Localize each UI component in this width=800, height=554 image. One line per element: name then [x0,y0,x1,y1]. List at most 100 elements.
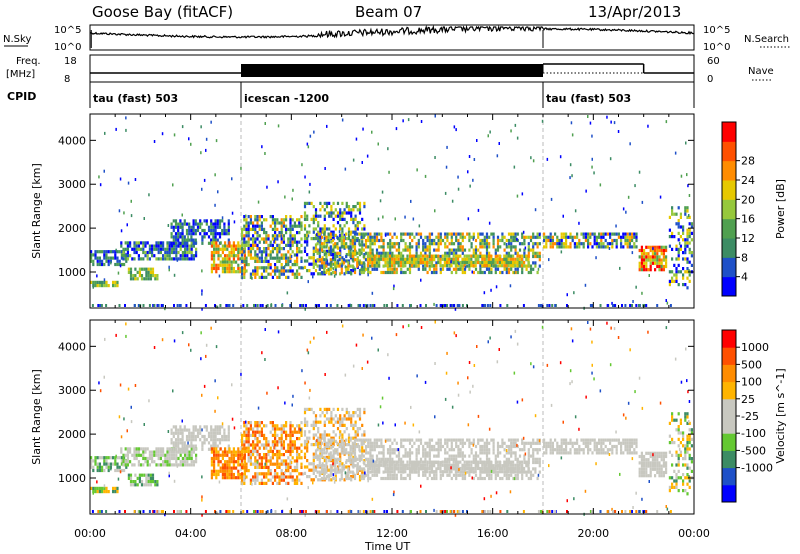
echo-cell [682,283,685,287]
echo-cell [168,241,171,245]
echo-cell [146,463,149,467]
echo-cell [260,465,263,469]
echo-cell [138,270,141,274]
echo-cell [686,270,689,274]
echo-cell [545,238,548,243]
echo-cell [96,490,99,494]
echo-cell [245,256,248,260]
echo-cell [280,253,283,257]
echo-cell [221,453,224,457]
echo-cell [101,468,104,473]
near-range-echo [358,304,361,307]
echo-cell [280,453,283,457]
echo-cell [243,481,246,485]
scatter-echo [454,307,457,311]
echo-cell [226,476,229,480]
echo-cell [218,219,222,223]
echo-cell [269,449,272,453]
echo-cell [343,224,346,228]
echo-cell [274,472,277,476]
echo-cell [247,250,250,254]
echo-cell [638,261,641,265]
echo-cell [375,441,379,445]
echo-cell [551,245,554,249]
echo-cell [354,433,357,437]
echo-cell [243,259,246,263]
echo-cell [380,254,383,258]
echo-cell [177,463,180,467]
echo-cell [265,465,268,469]
echo-cell [450,264,453,268]
echo-cell [649,268,652,272]
echo-cell [660,261,663,265]
echo-cell [254,449,257,453]
echo-cell [329,248,332,252]
echo-cell [690,238,693,242]
echo-cell [319,433,322,437]
echo-cell [109,465,112,469]
echo-cell [265,247,268,251]
echo-cell [90,256,93,260]
echo-cell [514,267,517,271]
scatter-echo [257,200,260,204]
scatter-echo [92,285,94,289]
echo-cell [254,437,257,441]
echo-cell [487,254,490,258]
echo-cell [375,232,379,236]
echo-cell [147,274,150,278]
echo-cell [183,235,186,239]
echo-cell [215,472,218,477]
echo-cell [457,242,460,246]
echo-cell [263,453,266,457]
echo-cell [665,245,668,249]
echo-cell [380,438,383,442]
echo-cell [395,473,398,477]
echo-cell [241,443,244,447]
echo-cell [494,460,497,465]
echo-cell [472,251,475,255]
echo-cell [296,446,299,450]
echo-cell [556,238,559,243]
echo-cell [252,433,255,437]
echo-cell [96,256,99,260]
echo-cell [334,451,337,455]
echo-cell [210,222,213,226]
echo-cell [188,238,191,242]
echo-cell [488,235,491,239]
echo-cell [339,468,342,472]
echo-cell [320,451,324,455]
echo-cell [271,234,274,238]
scatter-echo [534,208,537,212]
echo-cell [303,227,307,231]
echo-cell [665,261,668,265]
scatter-echo [678,241,681,245]
near-range-echo [645,304,648,307]
echo-cell [446,235,449,239]
echo-cell [230,450,233,454]
nave-tick-top: 60 [707,56,720,67]
echo-cell [306,259,309,263]
echo-cell [188,463,191,467]
echo-cell [682,228,685,232]
echo-cell [287,456,290,460]
echo-cell [684,244,687,248]
echo-cell [406,473,409,477]
echo-cell [166,447,169,451]
echo-cell [640,245,643,249]
echo-cell [391,251,394,255]
echo-cell [312,214,315,218]
near-range-echo [638,304,641,307]
echo-cell [450,454,453,458]
echo-cell [432,264,435,268]
echo-cell [360,454,363,458]
echo-cell [269,253,272,257]
echo-cell [356,430,359,434]
echo-cell [122,463,125,467]
echo-cell [140,257,143,261]
echo-cell [105,253,108,257]
echo-cell [254,459,257,463]
echo-cell [276,218,279,222]
echo-cell [532,232,535,236]
scatter-echo [412,217,415,221]
echo-cell [310,262,313,266]
